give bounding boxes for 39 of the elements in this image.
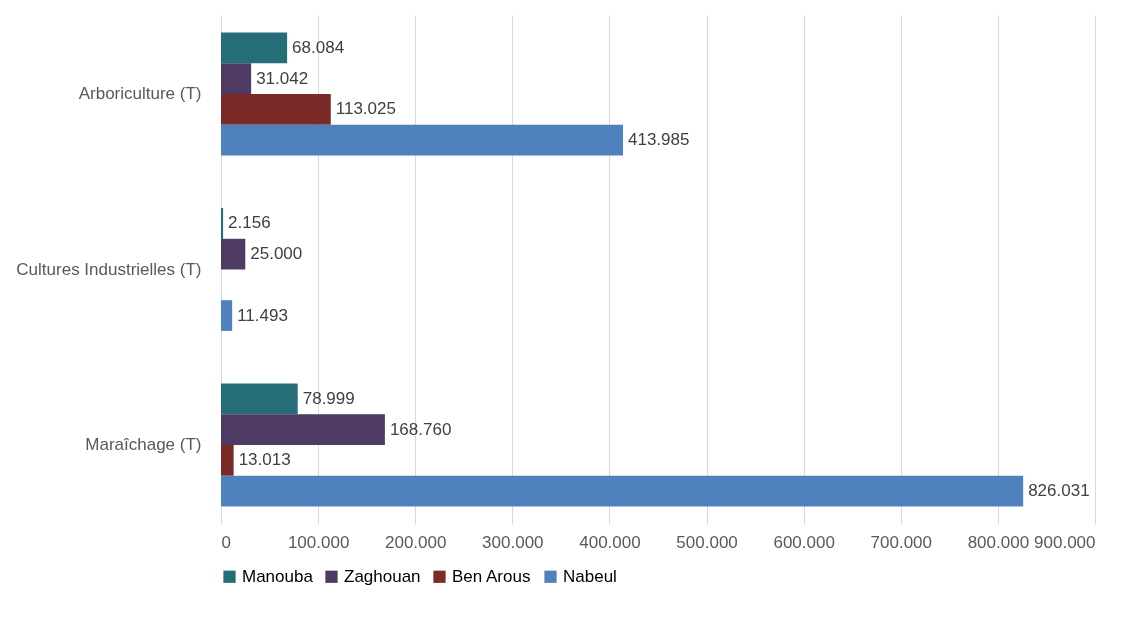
data-label: 11.493 xyxy=(237,305,288,325)
data-label: 78.999 xyxy=(302,388,355,408)
x-tick-label: 700.000 xyxy=(870,532,932,552)
data-label: 68.084 xyxy=(292,37,345,57)
x-tick-label: 600.000 xyxy=(773,532,835,552)
data-label: 25.000 xyxy=(250,244,303,264)
data-label: 826.031 xyxy=(1028,481,1090,501)
y-tick-label: Arboriculture (T) xyxy=(78,83,202,103)
data-label: 168.760 xyxy=(389,419,452,439)
data-label: 413.985 xyxy=(628,130,690,150)
data-label: 13.013 xyxy=(238,450,291,470)
legend-label: Nabeul xyxy=(563,566,617,586)
data-label: 31.042 xyxy=(256,68,309,88)
y-tick-label: Maraîchage (T) xyxy=(85,435,202,455)
x-tick-label: 200.000 xyxy=(385,532,447,552)
x-tick-label: 500.000 xyxy=(676,532,738,552)
bar xyxy=(221,238,246,270)
bar xyxy=(221,208,224,239)
data-label: 113.025 xyxy=(335,99,396,119)
bar xyxy=(221,383,298,415)
x-tick-label: 400.000 xyxy=(579,532,641,552)
bar xyxy=(221,414,385,446)
y-tick-label: Cultures Industrielles (T) xyxy=(16,259,202,279)
bar xyxy=(221,475,1024,507)
bar xyxy=(221,124,624,156)
bar xyxy=(221,32,288,64)
x-tick-label: 100.000 xyxy=(287,532,350,552)
legend-label: Manouba xyxy=(242,566,314,586)
data-label: 2.156 xyxy=(228,213,271,233)
legend-label: Ben Arous xyxy=(452,566,531,586)
bar xyxy=(221,300,233,331)
x-tick-label: 900.000 xyxy=(1034,532,1096,552)
x-tick-label: 0 xyxy=(221,532,231,552)
bar xyxy=(221,63,252,94)
legend-label: Zaghouan xyxy=(344,566,421,586)
x-tick-label: 300.000 xyxy=(482,532,544,552)
x-tick-label: 800.000 xyxy=(967,532,1030,552)
bar xyxy=(221,93,331,125)
bar xyxy=(221,445,234,476)
